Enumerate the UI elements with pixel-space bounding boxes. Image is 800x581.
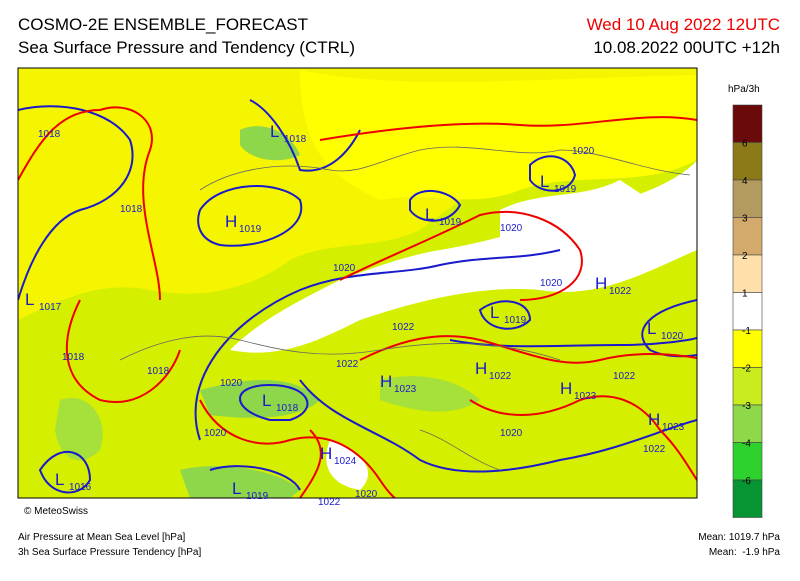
isobar-label: 1022 bbox=[643, 444, 666, 455]
isobar-label: 1020 bbox=[220, 378, 243, 389]
legend-swatch bbox=[732, 292, 763, 331]
center-type: H bbox=[225, 212, 237, 231]
center-value: 1017 bbox=[39, 302, 62, 313]
copyright: © MeteoSwiss bbox=[24, 506, 88, 517]
center-value: 1023 bbox=[394, 384, 417, 395]
title: COSMO-2E ENSEMBLE_FORECAST bbox=[18, 15, 308, 34]
center-type: L bbox=[490, 303, 499, 322]
isobar-label: 1020 bbox=[355, 489, 378, 500]
footer-line: 3h Sea Surface Pressure Tendency [hPa] bbox=[18, 547, 201, 558]
center-type: L bbox=[540, 172, 549, 191]
legend-swatch bbox=[732, 479, 763, 518]
legend-label: 4 bbox=[742, 176, 748, 187]
isobar-label: 1018 bbox=[147, 366, 170, 377]
legend-label: -2 bbox=[742, 364, 751, 375]
center-type: L bbox=[270, 122, 279, 141]
center-value: 1024 bbox=[334, 456, 357, 467]
center-value: 1018 bbox=[276, 403, 299, 414]
legend-swatch bbox=[732, 179, 763, 218]
center-type: L bbox=[647, 319, 656, 338]
center-value: 1022 bbox=[489, 371, 512, 382]
legend-unit: hPa/3h bbox=[728, 84, 760, 95]
subtitle: Sea Surface Pressure and Tendency (CTRL) bbox=[18, 38, 355, 57]
center-type: H bbox=[648, 410, 660, 429]
center-value: 1019 bbox=[246, 491, 269, 502]
isobar-label: 1020 bbox=[572, 146, 595, 157]
legend-label: -3 bbox=[742, 401, 751, 412]
center-value: 1019 bbox=[504, 315, 527, 326]
center-value: 1023 bbox=[662, 422, 685, 433]
legend-label: -4 bbox=[742, 439, 751, 450]
legend-label: 3 bbox=[742, 214, 748, 225]
center-type: H bbox=[475, 359, 487, 378]
center-type: H bbox=[380, 372, 392, 391]
center-type: H bbox=[320, 444, 332, 463]
legend-swatch bbox=[732, 104, 763, 143]
center-value: 1019 bbox=[239, 224, 262, 235]
center-type: H bbox=[595, 274, 607, 293]
center-value: 1020 bbox=[661, 331, 684, 342]
center-type: L bbox=[425, 205, 434, 224]
legend-swatch bbox=[732, 442, 763, 481]
isobar-label: 1022 bbox=[318, 497, 341, 508]
legend-label: 6 bbox=[742, 139, 748, 150]
center-value: 1019 bbox=[439, 217, 462, 228]
legend-label: -6 bbox=[742, 476, 751, 487]
isobar-label: 1022 bbox=[613, 371, 636, 382]
isobar-label: 1022 bbox=[392, 322, 415, 333]
footer-line: Air Pressure at Mean Sea Level [hPa] bbox=[18, 532, 186, 543]
center-value: 1016 bbox=[69, 482, 92, 493]
mean-tendency: Mean: -1.9 hPa bbox=[709, 547, 781, 558]
isobar-label: 1022 bbox=[336, 359, 359, 370]
center-type: H bbox=[560, 379, 572, 398]
isobar-label: 1020 bbox=[500, 223, 523, 234]
copyright-box bbox=[22, 503, 108, 517]
legend-swatch bbox=[732, 217, 763, 256]
center-type: L bbox=[55, 470, 64, 489]
center-value: 1019 bbox=[554, 184, 577, 195]
isobar-label: 1018 bbox=[38, 129, 61, 140]
isobar-label: 1020 bbox=[500, 428, 523, 439]
mean-pressure: Mean: 1019.7 hPa bbox=[698, 532, 780, 543]
legend-swatch bbox=[732, 254, 763, 293]
isobar-label: 1018 bbox=[62, 352, 85, 363]
legend-label: -1 bbox=[742, 326, 751, 337]
center-type: L bbox=[25, 290, 34, 309]
center-type: L bbox=[232, 479, 241, 498]
center-value: 1018 bbox=[284, 134, 307, 145]
isobar-label: 1018 bbox=[120, 204, 143, 215]
valid-time: Wed 10 Aug 2022 12UTC bbox=[587, 15, 780, 34]
center-type: L bbox=[262, 391, 271, 410]
legend-label: 2 bbox=[742, 251, 748, 262]
center-value: 1022 bbox=[609, 286, 632, 297]
legend-swatch bbox=[732, 142, 763, 181]
run-time: 10.08.2022 00UTC +12h bbox=[593, 38, 780, 57]
isobar-label: 1020 bbox=[204, 428, 227, 439]
legend-label: 1 bbox=[742, 289, 748, 300]
center-value: 1023 bbox=[574, 391, 597, 402]
isobar-label: 1020 bbox=[540, 278, 563, 289]
legend-swatch bbox=[732, 404, 763, 443]
map: © MeteoSwiss bbox=[17, 67, 698, 517]
isobar-label: 1020 bbox=[333, 263, 356, 274]
